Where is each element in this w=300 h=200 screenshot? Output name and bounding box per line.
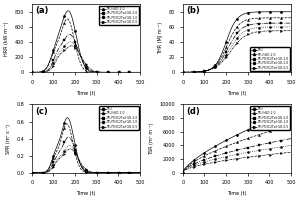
X-axis label: Time (t): Time (t) bbox=[76, 91, 96, 96]
Text: (a): (a) bbox=[35, 6, 48, 15]
Legend: TPU/rGO-2.0, TPU/Ti3C2Tx/rGO-2.0, TPU/Ti3C2Tx/rGO-1.0, TPU/Ti3C2Tx/rGO-0.5: TPU/rGO-2.0, TPU/Ti3C2Tx/rGO-2.0, TPU/Ti… bbox=[99, 6, 139, 25]
Y-axis label: SPR (m² s⁻¹): SPR (m² s⁻¹) bbox=[6, 124, 11, 154]
Legend: TPU, TPU/rGO-2.0, TPU/Ti3C2Tx/rGO-2.0, TPU/Ti3C2Tx/rGO-1.0, TPU/Ti3C2Tx/rGO-0.5: TPU, TPU/rGO-2.0, TPU/Ti3C2Tx/rGO-2.0, T… bbox=[250, 47, 290, 71]
Legend: TPU, TPU/rGO-2.0, TPU/Ti3C2Tx/rGO-2.0, TPU/Ti3C2Tx/rGO-1.0, TPU/Ti3C2Tx/rGO-0.5: TPU, TPU/rGO-2.0, TPU/Ti3C2Tx/rGO-2.0, T… bbox=[99, 106, 139, 130]
Text: (b): (b) bbox=[186, 6, 200, 15]
X-axis label: Time (t): Time (t) bbox=[227, 91, 247, 96]
X-axis label: Time (t): Time (t) bbox=[76, 191, 96, 196]
Y-axis label: HRR (kW m⁻²): HRR (kW m⁻²) bbox=[4, 21, 9, 55]
Y-axis label: TSR (m² m⁻²): TSR (m² m⁻²) bbox=[149, 122, 154, 155]
Legend: TPU, TPU/rGO-2.0, TPU/Ti3C2Tx/rGO-2.0, TPU/Ti3C2Tx/rGO-1.0, TPU/Ti3C2Tx/rGO-0.5: TPU, TPU/rGO-2.0, TPU/Ti3C2Tx/rGO-2.0, T… bbox=[250, 106, 290, 130]
Text: (d): (d) bbox=[186, 107, 200, 116]
Text: (c): (c) bbox=[35, 107, 48, 116]
Y-axis label: THR (MJ m⁻²): THR (MJ m⁻²) bbox=[158, 22, 163, 54]
X-axis label: Time (t): Time (t) bbox=[227, 191, 247, 196]
